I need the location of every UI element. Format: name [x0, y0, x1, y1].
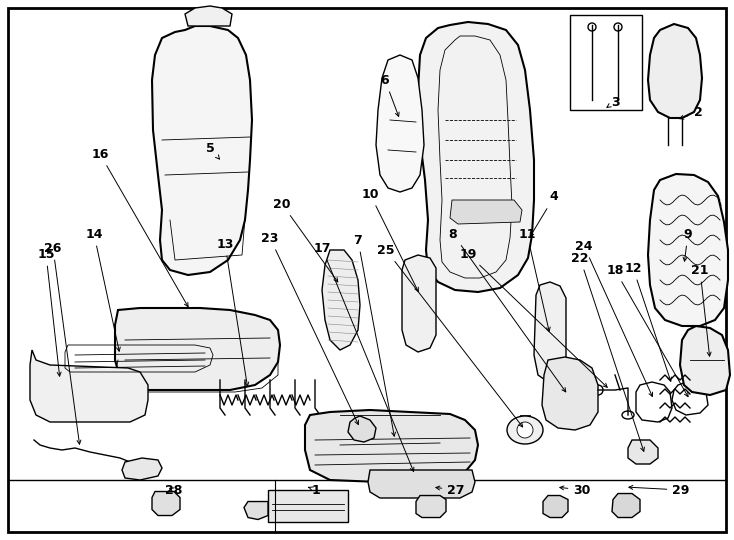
Polygon shape [418, 22, 534, 292]
Polygon shape [542, 357, 598, 430]
Text: 20: 20 [273, 198, 338, 282]
Polygon shape [543, 496, 568, 517]
Bar [268, 490, 348, 522]
Text: 3: 3 [607, 96, 619, 109]
Polygon shape [648, 24, 702, 118]
Polygon shape [152, 26, 252, 275]
Polygon shape [122, 458, 162, 480]
Polygon shape [376, 55, 424, 192]
Polygon shape [368, 470, 475, 498]
Text: 21: 21 [691, 264, 711, 356]
Polygon shape [115, 308, 280, 390]
Polygon shape [244, 502, 268, 519]
Bar [408, 310, 430, 318]
Text: 9: 9 [683, 227, 692, 261]
Text: 23: 23 [261, 232, 358, 424]
Polygon shape [322, 250, 360, 350]
Text: 16: 16 [91, 147, 188, 307]
Ellipse shape [517, 422, 533, 438]
Polygon shape [450, 200, 522, 224]
Text: 28: 28 [165, 483, 183, 496]
Text: 25: 25 [377, 244, 523, 427]
Text: 1: 1 [309, 483, 320, 496]
Text: 4: 4 [530, 191, 559, 237]
Text: 29: 29 [629, 483, 690, 496]
Text: 15: 15 [37, 247, 61, 376]
Text: 14: 14 [85, 227, 120, 351]
Text: 11: 11 [518, 227, 550, 331]
Bar [408, 325, 430, 333]
Polygon shape [416, 496, 446, 517]
Text: 8: 8 [448, 227, 566, 392]
Text: 6: 6 [381, 73, 399, 117]
Polygon shape [534, 282, 566, 382]
Polygon shape [612, 494, 640, 517]
Polygon shape [628, 440, 658, 464]
Text: 10: 10 [361, 187, 418, 292]
Text: 12: 12 [624, 261, 672, 381]
Polygon shape [636, 382, 672, 422]
Polygon shape [402, 255, 436, 352]
Polygon shape [152, 491, 180, 516]
Bar [570, 15, 642, 110]
Text: 2: 2 [680, 105, 702, 119]
Text: 19: 19 [459, 247, 607, 387]
Text: 26: 26 [44, 241, 81, 444]
Text: 27: 27 [436, 483, 465, 496]
Polygon shape [648, 174, 728, 326]
Text: 18: 18 [606, 264, 688, 397]
Polygon shape [30, 350, 148, 422]
Text: 30: 30 [560, 483, 591, 496]
Polygon shape [348, 416, 376, 442]
Polygon shape [680, 326, 730, 395]
Text: 22: 22 [571, 252, 644, 451]
Text: 24: 24 [575, 240, 653, 396]
Polygon shape [672, 383, 708, 415]
Text: 13: 13 [217, 238, 249, 386]
Polygon shape [305, 410, 478, 482]
Bar [408, 280, 430, 288]
Bar [408, 295, 430, 303]
Text: 17: 17 [313, 241, 414, 471]
Ellipse shape [507, 416, 543, 444]
Text: 5: 5 [206, 141, 219, 159]
Text: 7: 7 [354, 233, 396, 436]
Polygon shape [185, 6, 232, 26]
